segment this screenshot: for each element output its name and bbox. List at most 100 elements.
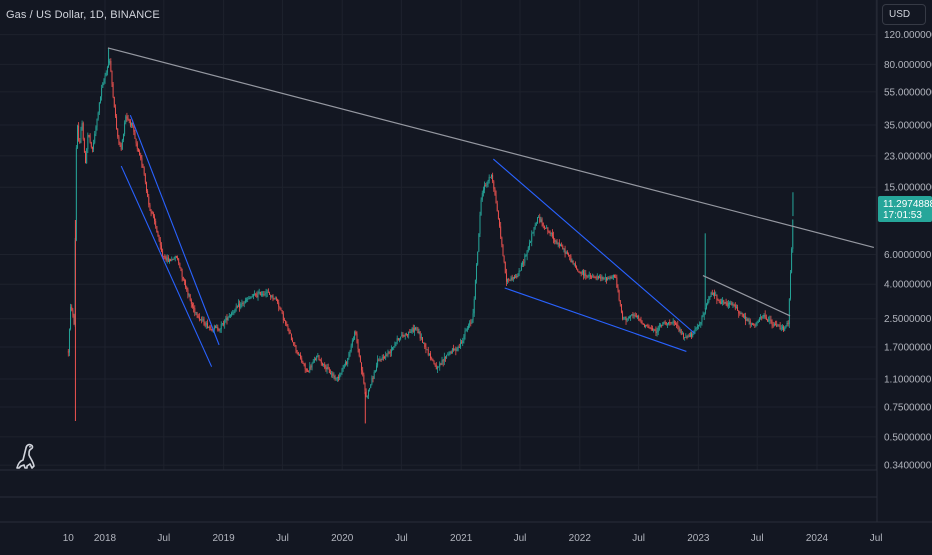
candle-body	[721, 302, 722, 304]
candle-body	[476, 264, 477, 280]
candle-body	[454, 348, 456, 351]
time-tick-label: Jul	[514, 533, 527, 544]
candle-body	[646, 324, 648, 327]
candle-body	[573, 263, 575, 265]
candle-body	[640, 319, 642, 322]
candle-body	[641, 321, 643, 324]
candle-body	[411, 328, 413, 333]
candle-body	[706, 304, 707, 309]
candle-body	[371, 378, 373, 385]
candle-body	[364, 383, 366, 391]
candle-body	[486, 183, 488, 186]
candle-body	[585, 273, 587, 277]
candle-body	[560, 244, 561, 247]
candle-body	[387, 351, 389, 356]
candle-body	[80, 129, 82, 143]
tradingview-dino-icon[interactable]	[14, 442, 40, 470]
candle-body	[90, 142, 92, 147]
candle-body	[461, 342, 463, 344]
candle-body	[718, 300, 720, 302]
candle-body	[227, 316, 229, 321]
candle-body	[332, 373, 334, 377]
candle-body	[784, 327, 786, 331]
candle-body	[142, 164, 144, 168]
candle-body	[304, 364, 306, 370]
candle-body	[118, 136, 120, 143]
candle-body	[367, 389, 369, 396]
candle-body	[701, 315, 703, 323]
candle-body	[104, 75, 106, 81]
candle-body	[632, 314, 634, 316]
candle-body	[507, 278, 509, 282]
candle-body	[311, 363, 313, 368]
candle-body	[592, 276, 594, 278]
candle-body	[470, 322, 472, 324]
candle-body	[756, 322, 758, 324]
candle-body	[318, 355, 320, 361]
candle-body	[376, 365, 377, 371]
chart-title: Gas / US Dollar, 1D, BINANCE	[6, 9, 160, 21]
candle-body	[472, 313, 474, 321]
candle-body	[234, 308, 236, 313]
candle-body	[574, 263, 576, 267]
candle-body	[653, 329, 655, 331]
candle-body	[757, 321, 759, 323]
candle-body	[281, 310, 283, 314]
candle-body	[469, 322, 471, 326]
candle-body	[323, 364, 325, 365]
candle-body	[741, 313, 743, 315]
candle-body	[399, 338, 400, 341]
candle-body	[295, 345, 297, 351]
candle-body	[336, 376, 338, 378]
candle-body	[633, 315, 635, 316]
candle-body	[75, 147, 77, 241]
candle-body	[346, 361, 348, 364]
candle-body	[203, 319, 205, 325]
candle-body	[658, 325, 660, 327]
candle-body	[144, 174, 146, 183]
candle-body	[511, 277, 513, 280]
candle-body	[745, 316, 747, 321]
candle-body	[652, 328, 653, 331]
candle-body	[591, 276, 592, 278]
candle-body	[101, 87, 103, 97]
candle-body	[448, 353, 450, 355]
candle-body	[443, 357, 445, 362]
candle-body	[791, 248, 793, 273]
candle-body	[576, 266, 578, 270]
candle-body	[320, 360, 322, 364]
candle-body	[775, 324, 776, 325]
candle-body	[669, 321, 671, 323]
candle-body	[419, 331, 421, 339]
time-axis[interactable]: 10 2018 Jul 2019 Jul 2020 Jul 2021 Jul 2022 Jul 202…	[63, 533, 883, 544]
candle-body	[517, 275, 519, 278]
candle-body	[458, 347, 460, 348]
candle-body	[223, 323, 224, 325]
candle-body	[657, 326, 659, 332]
candle-body	[753, 324, 755, 326]
trendlines[interactable]	[107, 47, 875, 367]
candle-body	[372, 378, 374, 379]
candle-body	[600, 276, 602, 279]
candle-body	[137, 148, 139, 152]
candle-body	[615, 276, 617, 278]
price-axis[interactable]: 120.0000000 80.0000000 55.0000000 35.000000…	[884, 30, 932, 472]
currency-button[interactable]: USD	[882, 4, 926, 25]
candle-body	[527, 247, 529, 251]
price-tag-value: 11.2974888	[883, 199, 932, 210]
candle-body	[608, 278, 610, 279]
candle-body	[786, 322, 788, 327]
candle-body	[378, 359, 380, 361]
price-tick-label: 55.0000000	[884, 87, 932, 98]
candle-body	[197, 315, 199, 318]
candle-body	[293, 342, 295, 345]
candle-body	[183, 280, 185, 281]
candle-body	[326, 366, 328, 370]
candle-body	[111, 71, 113, 84]
candle-body	[301, 358, 303, 362]
candle-body	[518, 271, 520, 276]
candle-body	[717, 300, 719, 301]
